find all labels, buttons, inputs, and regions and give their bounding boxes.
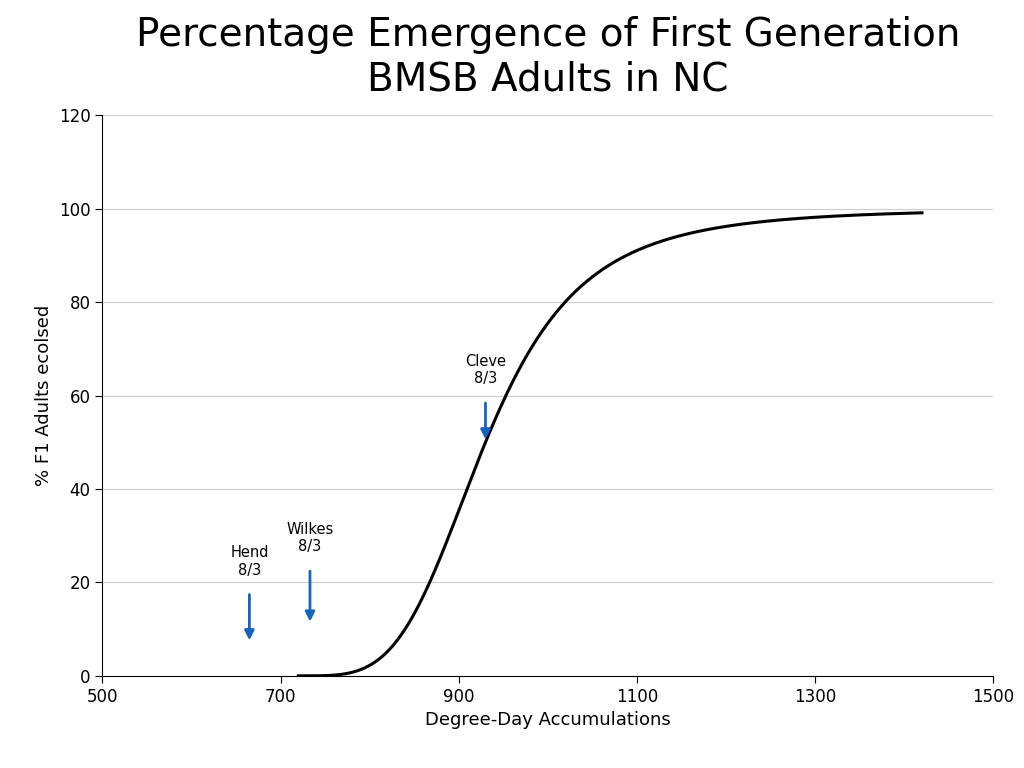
Text: Wilkes
8/3: Wilkes 8/3 bbox=[287, 522, 334, 554]
Title: Percentage Emergence of First Generation
BMSB Adults in NC: Percentage Emergence of First Generation… bbox=[135, 16, 961, 98]
Text: Hend
8/3: Hend 8/3 bbox=[230, 545, 268, 578]
X-axis label: Degree-Day Accumulations: Degree-Day Accumulations bbox=[425, 711, 671, 729]
Text: Cleve
8/3: Cleve 8/3 bbox=[465, 354, 506, 386]
Y-axis label: % F1 Adults ecolsed: % F1 Adults ecolsed bbox=[35, 305, 53, 486]
